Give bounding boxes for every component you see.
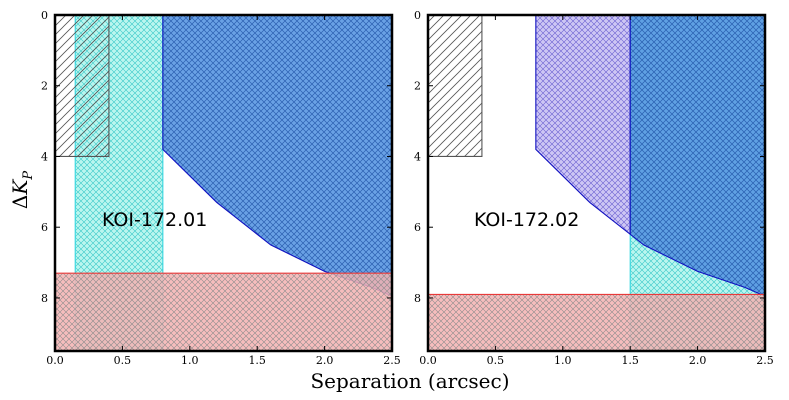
- x-tick-label: 1.0: [181, 354, 199, 367]
- y-tick-label: 4: [414, 150, 421, 163]
- y-tick-label: 4: [41, 150, 48, 163]
- gray-box: [55, 15, 110, 158]
- cyan-region-edge: [629, 15, 765, 351]
- x-tick-label: 1.5: [248, 354, 266, 367]
- red-region: [428, 293, 765, 351]
- y-tick-label: 8: [41, 292, 48, 305]
- purple-region: [535, 15, 631, 236]
- plot-area: [55, 15, 392, 351]
- y-tick-label: 2: [41, 80, 48, 93]
- red-region-hatch: [428, 294, 765, 351]
- x-tick-label: 0.0: [419, 354, 437, 367]
- blue-region: [629, 15, 765, 297]
- panel-annotation: KOI-172.02: [474, 209, 579, 231]
- x-tick-label: 0.0: [46, 354, 64, 367]
- plot-frame: [53, 13, 394, 353]
- x-tick-label: 2.0: [316, 354, 334, 367]
- y-tick-label: 2: [414, 80, 421, 93]
- red-region-edge: [55, 272, 392, 351]
- blue-region-hatch: [162, 15, 392, 297]
- y-tick-label: 0: [41, 9, 48, 22]
- y-tick-label: 0: [414, 9, 421, 22]
- panel-koi-172-01: KOI-172.01 0.0 0.5 1.0 1.5 2.0 2.5 0 2 4 6 8: [41, 9, 401, 367]
- x-tick-label: 1.0: [554, 354, 572, 367]
- red-region: [55, 272, 392, 351]
- purple-region-hatch: [535, 15, 631, 235]
- plot-area: [428, 15, 765, 351]
- panel-koi-172-02: KOI-172.02 0.0 0.5 1.0 1.5 2.0 2.5 0 2 4 6 8: [414, 9, 774, 367]
- gray-box-hatch: [55, 15, 109, 157]
- gray-box-hatch: [428, 15, 482, 157]
- panel-annotation: KOI-172.01: [102, 209, 207, 231]
- y-tick-label: 6: [414, 221, 421, 234]
- gray-box-edge: [55, 15, 110, 158]
- plot-frame: [426, 13, 767, 353]
- blue-region: [162, 15, 392, 297]
- purple-region-edge: [535, 15, 631, 236]
- x-tick-label: 0.5: [487, 354, 505, 367]
- gray-box: [428, 15, 483, 158]
- blue-region-edge: [629, 15, 765, 297]
- x-tick-label: 2.5: [756, 354, 774, 367]
- y-axis-label: ΔKP: [8, 171, 36, 209]
- x-tick-label: 2.5: [383, 354, 401, 367]
- x-tick-label: 0.5: [114, 354, 132, 367]
- x-tick-label: 1.5: [621, 354, 639, 367]
- blue-region-edge: [162, 15, 392, 297]
- blue-region-hatch: [630, 15, 765, 297]
- gray-box-edge: [428, 15, 483, 158]
- x-tick-label: 2.0: [689, 354, 707, 367]
- cyan-region-edge: [74, 15, 164, 351]
- x-axis-label: Separation (arcsec): [310, 369, 509, 393]
- y-tick-label: 8: [414, 292, 421, 305]
- red-region-hatch: [55, 273, 392, 351]
- y-tick-label: 6: [41, 221, 48, 234]
- red-region-edge: [428, 293, 765, 351]
